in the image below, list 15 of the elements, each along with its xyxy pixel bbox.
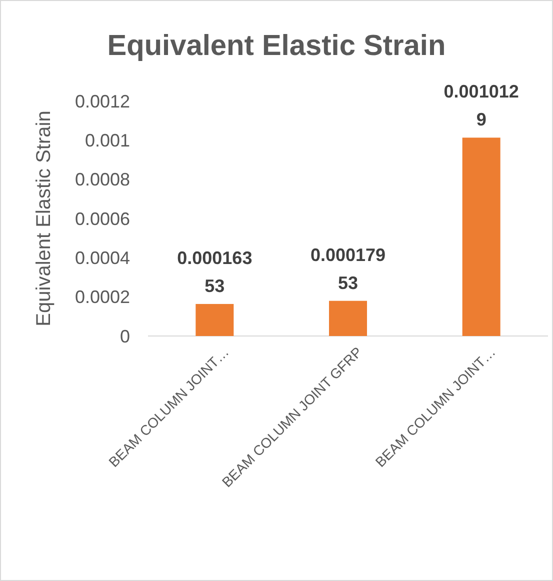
y-tick-label: 0.0008 — [74, 170, 130, 190]
y-tick-label: 0 — [120, 326, 130, 346]
bar — [329, 300, 367, 336]
chart-title: Equivalent Elastic Strain — [107, 30, 446, 62]
y-tick-label: 0.0012 — [74, 91, 130, 112]
data-label: 0.001012 9 — [444, 82, 519, 130]
data-label: 0.000163 53 — [177, 248, 252, 296]
bar — [196, 304, 234, 336]
data-label: 0.000179 53 — [310, 244, 386, 293]
y-tick-label: 0.0006 — [74, 208, 130, 229]
bar — [462, 138, 500, 336]
y-tick-label: 0.0002 — [74, 287, 130, 308]
y-tick-label: 0.0004 — [74, 248, 130, 268]
y-tick-label: 0.001 — [84, 130, 130, 150]
y-axis-title: Equivalent Elastic Strain — [33, 110, 55, 326]
